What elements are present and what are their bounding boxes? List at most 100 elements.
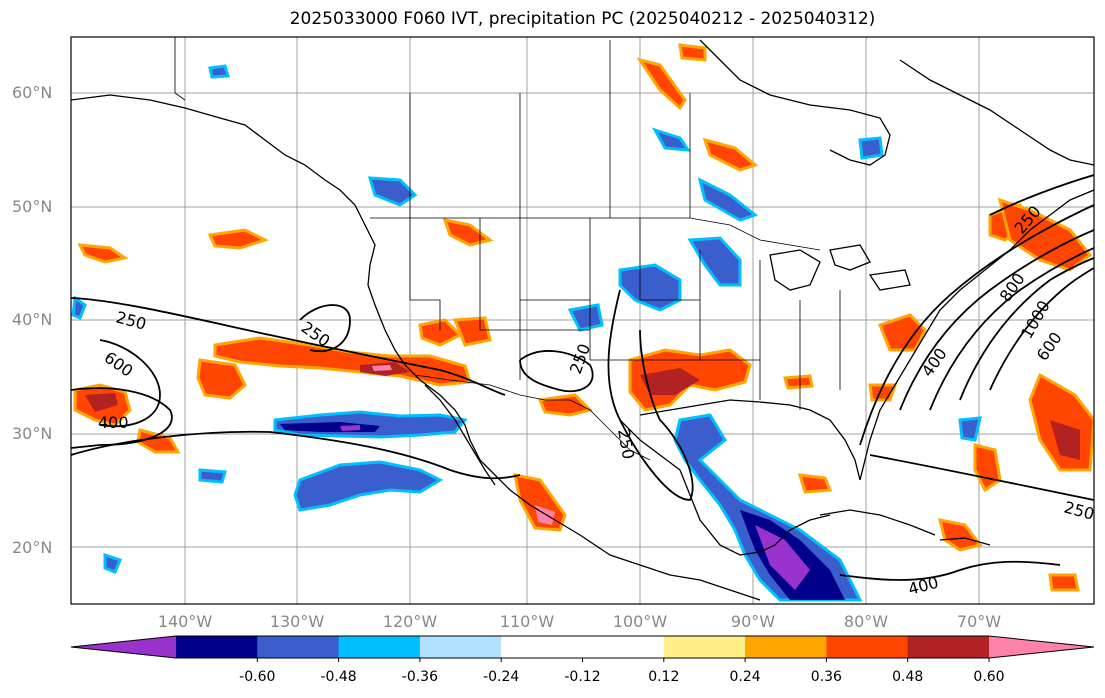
coastline-labrador	[899, 59, 1094, 166]
lon-label-90w: 90°W	[730, 612, 776, 631]
precip-anomaly-sm-11	[452, 316, 492, 347]
ivt-contour-outer-east	[859, 204, 1094, 446]
precip-anomaly-gulf-min	[755, 525, 810, 590]
colorbar-swatch	[745, 636, 827, 658]
colorbar-swatch	[257, 636, 340, 658]
coastline-east	[859, 189, 1094, 481]
ivt-contour-800-east	[959, 257, 1094, 401]
ivt-contour-250-ne	[989, 174, 1094, 216]
precip-anomaly-west-pacific-core	[85, 393, 118, 412]
colorbar-tick-label: -0.24	[483, 669, 520, 685]
precip-positive-shading	[73, 43, 1094, 592]
ivt-contour-250-west-us	[299, 304, 351, 353]
precip-anomaly-sm-1	[207, 228, 269, 250]
lon-label-100w: 100°W	[612, 612, 668, 631]
precip-anomaly-sm-n2	[697, 177, 759, 222]
precip-anomaly-iowa	[687, 236, 742, 287]
lon-label-70w: 70°W	[956, 612, 1002, 631]
ivt-contour-600-east	[929, 247, 1094, 411]
colorbar-extension-high	[989, 636, 1094, 658]
precip-anomaly-subtropics	[293, 460, 444, 512]
lon-label-130w: 130°W	[269, 612, 325, 631]
lon-label-80w: 80°W	[843, 612, 889, 631]
precip-anomaly-sm-n10	[208, 64, 230, 79]
border-us-mexico	[414, 374, 651, 461]
colorbar-tick-label: 0.48	[892, 669, 924, 685]
colorbar-swatch	[582, 636, 665, 658]
ivt-contour-400-east	[899, 229, 1094, 411]
colorbar-swatch	[663, 636, 746, 658]
precip-anomaly-ontario	[702, 137, 758, 172]
precip-anomaly-sm-5	[797, 473, 833, 494]
ivt-contour-400-caribbean	[839, 560, 1061, 581]
ivt-contour-1000-east	[989, 267, 1094, 391]
lat-label-40n: 40°N	[12, 310, 53, 329]
precip-anomaly-sm-7	[783, 374, 814, 390]
colorbar-tick-label: -0.60	[239, 669, 276, 685]
precip-anomaly-sm-n1	[367, 176, 418, 207]
precip-anomaly-texas-core	[640, 368, 700, 395]
precip-anomaly-pacific-max	[372, 365, 392, 371]
lat-label-20n: 20°N	[12, 538, 53, 557]
precip-anomaly-baja-core	[535, 505, 555, 525]
ivt-contour-400	[71, 387, 173, 449]
precip-negative-shading	[71, 64, 982, 602]
map-frame	[70, 36, 1095, 605]
coastlines	[71, 39, 1094, 601]
coastline-hudson-bay	[699, 39, 891, 166]
colorbar-tick-label: 0.36	[810, 669, 842, 685]
ivt-label-400: 400	[98, 413, 129, 432]
colorbar-tick-label: -0.12	[564, 669, 601, 685]
precip-anomaly-north-atlantic	[997, 197, 1093, 272]
precip-anomaly-sm-n8	[198, 468, 227, 484]
colorbar-swatch	[176, 636, 258, 658]
precip-anomaly-plains	[618, 263, 682, 312]
lat-label-30n: 30°N	[12, 424, 53, 443]
border-canada-provinces	[409, 40, 691, 218]
lon-label-120w: 120°W	[382, 612, 438, 631]
colorbar-extension-low	[71, 636, 176, 658]
precip-anomaly-sm-2	[77, 243, 129, 264]
border-alaska	[174, 37, 186, 101]
colorbar-tick-label: -0.48	[320, 669, 357, 685]
coastline-great-lakes	[769, 244, 911, 291]
coastline-gulf-mexico	[619, 419, 831, 556]
border-us-states	[409, 218, 841, 410]
precip-anomaly-pacific-band-min	[340, 425, 360, 431]
precip-anomaly-atlantic-core	[1050, 420, 1080, 460]
precip-anomaly-hawaii-north	[196, 358, 247, 400]
precip-anomaly-sm-n3	[71, 295, 87, 320]
colorbar-tick-label: 0.60	[973, 669, 1005, 685]
lon-label-140w: 140°W	[157, 612, 213, 631]
lon-label-110w: 110°W	[499, 612, 555, 631]
precip-anomaly-sm-8	[1048, 573, 1080, 592]
map-title: 2025033000 F060 IVT, precipitation PC (2…	[289, 9, 876, 29]
colorbar-swatch	[419, 636, 502, 658]
ivt-contour-250-loop	[519, 350, 594, 393]
coastline-cuba	[819, 509, 936, 536]
colorbar-outline	[70, 635, 1095, 659]
precip-anomaly-hudson	[636, 57, 687, 111]
coastline-gulf-north	[639, 399, 861, 481]
colorbar	[70, 635, 1095, 662]
lat-label-50n: 50°N	[12, 197, 53, 216]
precip-anomaly-sm-n6	[958, 416, 982, 442]
ivt-contours	[71, 174, 1094, 581]
precip-anomaly-sm-n5	[858, 136, 884, 160]
colorbar-swatch	[907, 636, 990, 658]
ivt-contour-250-central	[607, 289, 694, 501]
colorbar-tick-label: 0.24	[729, 669, 761, 685]
ivt-contour-250-atlantic	[869, 454, 1094, 501]
colorbar-swatch	[338, 636, 421, 658]
precip-anomaly-sm-n7	[103, 552, 123, 574]
precip-anomaly-sm-n4	[567, 303, 604, 332]
precip-anomaly-sm-n9	[651, 127, 691, 152]
colorbar-tick-label: -0.36	[401, 669, 438, 685]
precip-anomaly-caribbean	[937, 518, 983, 552]
lat-label-60n: 60°N	[12, 83, 53, 102]
political-borders	[174, 37, 841, 461]
coastline-north-america-west	[71, 94, 761, 601]
ivt-contour-600	[99, 339, 161, 428]
precip-anomaly-sm-10	[418, 318, 463, 347]
